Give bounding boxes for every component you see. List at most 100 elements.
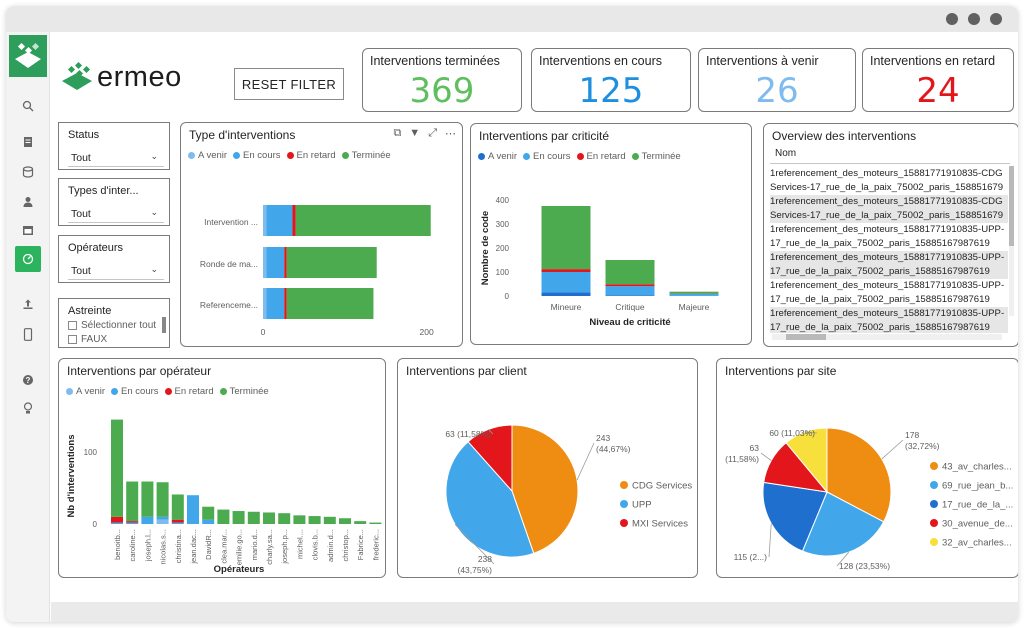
legend-item[interactable]: Terminée: [341, 150, 391, 161]
lightbulb-icon[interactable]: [18, 398, 38, 418]
bar-segment: [126, 522, 139, 524]
x-axis-title: Opérateurs: [214, 564, 265, 575]
kpi-card-en-cours[interactable]: Interventions en cours 125: [531, 48, 691, 112]
x-tick-label: caroline...: [128, 529, 137, 562]
pie-slice: [801, 491, 885, 557]
data-label: (43,75%): [458, 565, 493, 575]
legend-label: En retard: [586, 151, 626, 162]
header-divider: [770, 163, 1010, 164]
x-tick-label: frederic...: [371, 529, 380, 560]
bar-segment: [541, 206, 591, 270]
table-row[interactable]: 1referencement_des_moteurs_1588177191083…: [770, 195, 1008, 223]
bar-segment: [605, 286, 655, 296]
slicer-status[interactable]: Status Tout ⌄: [58, 122, 170, 170]
chart-legend: A venir En cours En retard Terminée: [188, 150, 391, 161]
checkbox-select-all[interactable]: Sélectionner tout: [68, 320, 156, 331]
horizontal-scrollbar[interactable]: [772, 334, 1002, 340]
column-header-nom[interactable]: Nom: [775, 148, 797, 159]
leader-line: [760, 452, 772, 461]
x-tick-label: nicolas.s...: [159, 529, 168, 564]
chart-type-interventions[interactable]: Type d'interventions ⧉ ▼ ⤢ ⋯ A venir En …: [180, 122, 463, 347]
checkbox-faux[interactable]: FAUX: [68, 334, 107, 345]
legend-dot: [930, 519, 938, 527]
vertical-scrollbar[interactable]: [1009, 166, 1014, 316]
site-pie-chart: 178(32,72%) 43_av_charles... 128 (23,53%) 6…: [725, 427, 1013, 571]
bar-segment: [295, 205, 431, 236]
chart-client[interactable]: Interventions par client 243 (44,67%) CDG …: [397, 358, 698, 578]
dashboard-icon[interactable]: [15, 246, 41, 272]
kpi-card-en-retard[interactable]: Interventions en retard 24: [862, 48, 1014, 112]
mobile-icon[interactable]: [18, 324, 38, 344]
x-tick-label: christop...: [341, 529, 350, 562]
legend-item[interactable]: En cours: [233, 150, 281, 161]
legend-dot: [111, 388, 119, 395]
search-icon[interactable]: [18, 96, 38, 116]
table-row[interactable]: 1referencement_des_moteurs_1588177191083…: [770, 224, 1005, 249]
types-dropdown[interactable]: Tout ⌄: [68, 202, 164, 223]
operateurs-dropdown[interactable]: Tout ⌄: [68, 259, 164, 280]
legend-item[interactable]: En retard: [286, 150, 336, 161]
slicer-astreinte[interactable]: Astreinte Sélectionner tout FAUX: [58, 298, 170, 348]
legend-item[interactable]: A venir: [478, 151, 517, 162]
legend-dot: [930, 538, 938, 546]
upload-icon[interactable]: [18, 294, 38, 314]
chart-criticite[interactable]: Interventions par criticité A venir En c…: [470, 123, 752, 345]
legend-item[interactable]: A venir: [188, 150, 227, 161]
calendar-icon[interactable]: [18, 220, 38, 240]
scrollbar-thumb[interactable]: [1009, 166, 1014, 246]
bar-segment: [187, 495, 199, 524]
slicer-scrollbar[interactable]: [162, 317, 166, 333]
more-options-icon[interactable]: ⋯: [445, 128, 456, 140]
leader-line: [805, 431, 818, 434]
page-icon[interactable]: [18, 132, 38, 152]
copy-icon[interactable]: ⧉: [393, 127, 402, 139]
legend-item[interactable]: En retard: [164, 386, 214, 397]
table-row[interactable]: 1referencement_des_moteurs_1588177191083…: [770, 251, 1008, 279]
legend-item[interactable]: En retard: [576, 151, 626, 162]
legend-label: 17_rue_de_la_...: [942, 500, 1013, 511]
status-dropdown[interactable]: Tout ⌄: [68, 146, 164, 167]
legend-dot: [930, 462, 938, 470]
window-dot-3[interactable]: [990, 13, 1002, 25]
x-tick-label: Majeure: [679, 302, 710, 312]
legend-item[interactable]: A venir: [66, 386, 105, 397]
legend-label: En cours: [121, 386, 159, 397]
focus-mode-icon[interactable]: ⤢: [428, 127, 437, 139]
table-row[interactable]: 1referencement_des_moteurs_1588177191083…: [770, 168, 1004, 193]
slicer-title: Opérateurs: [68, 242, 124, 254]
user-icon[interactable]: [18, 192, 38, 212]
reset-filter-button[interactable]: RESET FILTER: [234, 68, 344, 100]
pie-slice: [826, 427, 892, 523]
table-row[interactable]: 1referencement_des_moteurs_1588177191083…: [770, 280, 1005, 305]
table-row[interactable]: 1referencement_des_moteurs_1588177191083…: [770, 307, 1008, 333]
legend-label: En retard: [296, 150, 336, 161]
checkbox-icon[interactable]: [68, 321, 77, 330]
filter-icon[interactable]: ▼: [409, 127, 421, 139]
app-logo-icon[interactable]: [9, 35, 47, 77]
slicer-title: Astreinte: [68, 305, 112, 317]
legend-item[interactable]: En cours: [111, 386, 159, 397]
legend-item[interactable]: Terminée: [219, 386, 269, 397]
bar-segment: [263, 247, 267, 278]
scrollbar-thumb[interactable]: [786, 334, 826, 340]
database-icon[interactable]: [18, 162, 38, 182]
kpi-card-terminees[interactable]: Interventions terminées 369: [362, 48, 522, 112]
slicer-types[interactable]: Types d'inter... Tout ⌄: [58, 178, 170, 226]
legend-item[interactable]: Terminée: [631, 151, 681, 162]
chart-site[interactable]: Interventions par site 178 (32,72%) 43_av_…: [716, 358, 1018, 578]
slicer-operateurs[interactable]: Opérateurs Tout ⌄: [58, 235, 170, 283]
chart-operateur[interactable]: Interventions par opérateur A venir En c…: [58, 358, 386, 578]
window-dot-1[interactable]: [946, 13, 958, 25]
kpi-card-a-venir[interactable]: Interventions à venir 26: [698, 48, 856, 112]
checkbox-icon[interactable]: [68, 335, 77, 344]
window-dot-2[interactable]: [968, 13, 980, 25]
table-overview[interactable]: Overview des interventions Nom 1referenc…: [763, 123, 1018, 347]
criticite-bar-chart: 0 100 200 300 400 Mineure Critique Majeure Nivea…: [480, 196, 719, 328]
x-tick-label: 200: [420, 327, 434, 337]
pie-slice: [467, 424, 513, 493]
legend-item[interactable]: En cours: [523, 151, 571, 162]
x-tick-label: michel....: [295, 529, 304, 559]
data-label: 63: [750, 443, 760, 453]
bar-segment: [339, 518, 351, 524]
help-icon[interactable]: ?: [18, 370, 38, 390]
